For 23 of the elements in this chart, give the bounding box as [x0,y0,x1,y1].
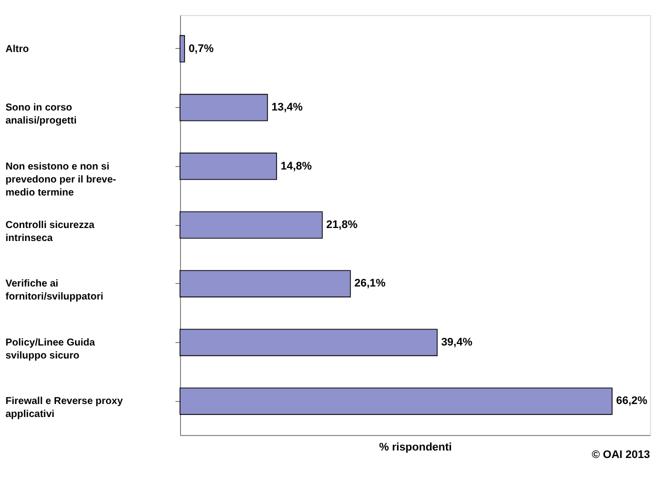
bar [180,152,278,180]
data-label: 39,4% [441,336,473,348]
x-axis-title: % rispondenti [379,442,452,454]
text: © OAI 2013 [592,449,650,461]
y-tick-label: Non esistono e non si prevedono per il breve- medio termine [6,161,116,198]
data-label: 26,1% [354,278,386,290]
y-tick-label: Sono in corso analisi/progetti [6,102,77,127]
bar [180,35,185,62]
data-label: 0,7% [188,42,214,55]
data-label: 21,8% [326,219,358,231]
bar [180,94,268,122]
y-tick-label: Controlli sicurezza intrinseca [6,220,95,244]
y-tick-label: Policy/Linee Guida sviluppo sicuro [6,337,96,362]
y-tick-label: Altro [6,44,29,55]
bar [180,270,351,298]
bar [180,328,438,356]
data-label: 14,8% [280,160,312,172]
bar [180,388,613,415]
y-tick-label: Firewall e Reverse proxy applicativi [6,396,124,420]
data-label: 66,2% [616,395,648,408]
bar [180,211,323,239]
data-label: 13,4% [271,102,303,114]
y-tick-label: Verifiche ai fornitori/sviluppatori [6,278,104,303]
